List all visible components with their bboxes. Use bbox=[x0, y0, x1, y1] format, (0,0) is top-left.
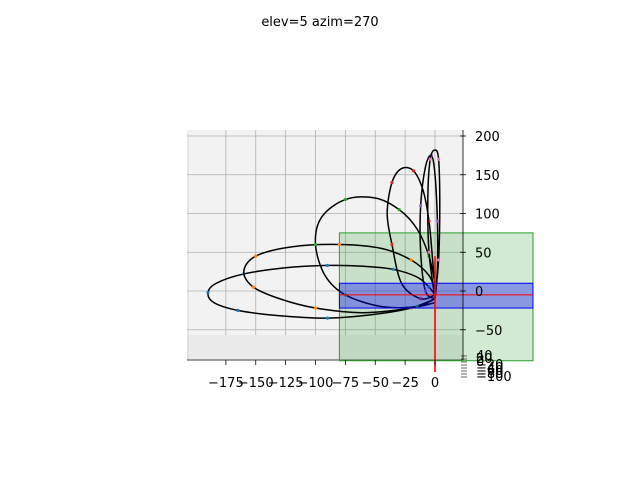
loop-marker bbox=[313, 242, 318, 247]
z-tick-label: 200 bbox=[475, 130, 500, 145]
z-axis-ticks: 200 150 100 50 0 −50 bbox=[460, 130, 502, 360]
x-tick-label: 0 bbox=[431, 376, 439, 391]
loop-marker bbox=[254, 254, 258, 258]
z-tick-label: 50 bbox=[475, 246, 492, 261]
blue-box-layer bbox=[338, 282, 534, 309]
loop-marker bbox=[419, 297, 423, 301]
loop-marker bbox=[390, 180, 394, 185]
loop-marker bbox=[397, 208, 401, 212]
loop-marker bbox=[436, 157, 441, 161]
loop-marker bbox=[251, 285, 255, 289]
loop-marker bbox=[415, 304, 419, 309]
loop-marker bbox=[419, 204, 423, 208]
y-tick-label: −100 bbox=[476, 370, 512, 385]
loop-marker bbox=[427, 250, 431, 254]
loop-marker bbox=[337, 242, 341, 247]
x-tick-label: −150 bbox=[238, 376, 274, 391]
loop-marker bbox=[390, 242, 394, 247]
loop-marker bbox=[427, 285, 431, 289]
z-tick-label: 150 bbox=[475, 169, 500, 184]
loop-marker bbox=[236, 308, 240, 312]
x-tick-label: −125 bbox=[268, 376, 304, 391]
y-tick-label: −20 bbox=[476, 358, 503, 373]
y-tick-label: −40 bbox=[476, 361, 503, 376]
y-tick-label: 40 bbox=[476, 349, 493, 364]
loop-curve bbox=[207, 264, 436, 319]
loop-marker bbox=[391, 267, 395, 271]
loop-marker bbox=[423, 289, 428, 293]
x-tick-label: −50 bbox=[362, 376, 389, 391]
x-tick-label: −175 bbox=[208, 376, 244, 391]
y-tick-label: −60 bbox=[476, 364, 503, 379]
loop-marker bbox=[409, 258, 413, 262]
green-box-layer bbox=[338, 232, 534, 362]
y-tick-label: 0 bbox=[476, 355, 484, 370]
green-box bbox=[338, 232, 534, 362]
x-tick-label: −100 bbox=[298, 376, 334, 391]
z-tick-label: 100 bbox=[475, 208, 500, 223]
loop-marker bbox=[436, 258, 441, 262]
y-tick-label: −80 bbox=[476, 367, 503, 382]
loop-marker bbox=[206, 290, 210, 295]
y-axis-depth-lines bbox=[187, 335, 463, 361]
loop-curve bbox=[314, 196, 436, 309]
side-pane bbox=[187, 130, 189, 360]
red-axis-lines bbox=[339, 256, 533, 372]
loop-curve bbox=[427, 149, 441, 299]
z-tick-label: 0 bbox=[475, 285, 483, 300]
loop-marker bbox=[411, 169, 416, 173]
y-tick-label: 20 bbox=[476, 352, 493, 367]
x-tick-label: −75 bbox=[332, 376, 359, 391]
curve-loops bbox=[206, 149, 441, 320]
loop-marker bbox=[435, 219, 439, 223]
loop-curve bbox=[419, 154, 439, 300]
loop-curve bbox=[386, 166, 436, 300]
loop-marker bbox=[343, 197, 347, 202]
loop-marker bbox=[325, 263, 330, 268]
loop-marker bbox=[428, 157, 432, 161]
loop-curve bbox=[243, 243, 436, 314]
z-tick-label: −50 bbox=[475, 324, 502, 339]
x-tick-label: −25 bbox=[391, 376, 418, 391]
blue-box bbox=[338, 282, 534, 309]
loop-marker bbox=[313, 306, 318, 310]
loop-marker bbox=[325, 316, 330, 320]
x-axis-ticks: −175−150−125−100−75 −50 −25 0 bbox=[208, 360, 439, 391]
chart-title: elev=5 azim=270 bbox=[261, 15, 378, 30]
